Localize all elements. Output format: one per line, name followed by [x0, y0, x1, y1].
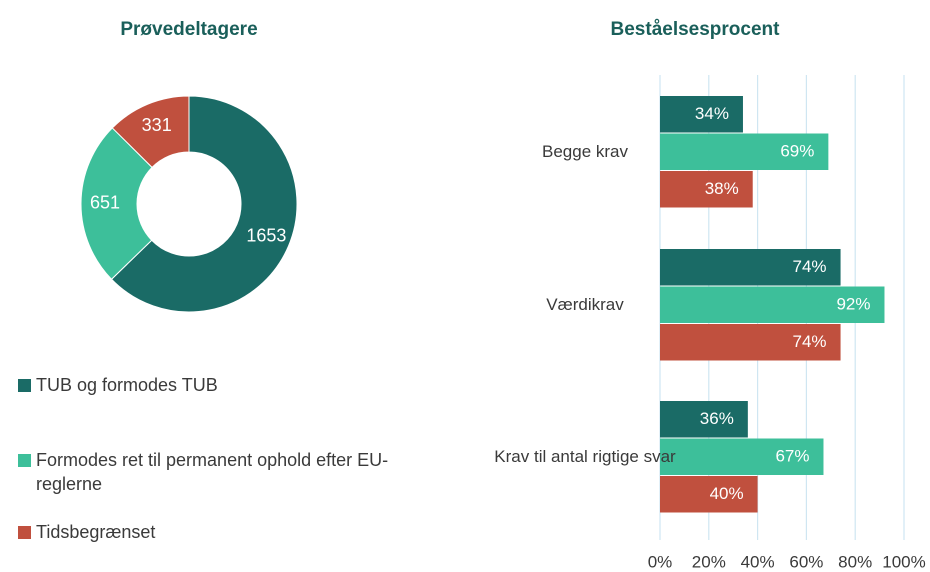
category-label: Værdikrav — [546, 295, 624, 315]
value-label: 67% — [775, 447, 809, 466]
bar — [660, 96, 743, 133]
legend-item: Tidsbegrænset — [18, 520, 416, 544]
x-tick-label: 60% — [789, 552, 823, 571]
slice-label: 1653 — [246, 225, 286, 245]
category-label: Krav til antal rigtige svar — [494, 447, 676, 467]
x-tick-label: 0% — [648, 552, 673, 571]
legend-item: TUB og formodes TUB — [18, 373, 416, 397]
value-label: 34% — [695, 104, 729, 123]
bar — [660, 324, 841, 361]
legend-swatch — [18, 454, 31, 467]
donut-slice — [80, 127, 153, 280]
legend-swatch — [18, 526, 31, 539]
value-label: 92% — [836, 295, 870, 314]
x-tick-label: 80% — [838, 552, 872, 571]
donut-slice — [110, 95, 298, 313]
value-label: 69% — [780, 142, 814, 161]
bar — [660, 286, 885, 323]
x-tick-label: 20% — [692, 552, 726, 571]
legend-label: Tidsbegrænset — [36, 522, 156, 542]
value-label: 40% — [710, 484, 744, 503]
value-label: 74% — [793, 257, 827, 276]
bar — [660, 249, 841, 286]
bar — [660, 133, 829, 170]
donut-title: Prøvedeltagere — [120, 19, 257, 40]
donut-slice — [111, 95, 190, 169]
value-label: 74% — [793, 332, 827, 351]
x-tick-label: 40% — [741, 552, 775, 571]
legend-swatch — [18, 379, 31, 392]
bar — [660, 476, 758, 513]
slice-label: 651 — [90, 192, 120, 212]
value-label: 38% — [705, 179, 739, 198]
legend-label: Formodes ret til permanent ophold efter … — [36, 450, 389, 494]
x-tick-label: 100% — [882, 552, 925, 571]
category-label: Begge krav — [542, 142, 628, 162]
bar — [660, 401, 748, 438]
legend-label: TUB og formodes TUB — [36, 375, 218, 395]
bar — [660, 438, 824, 475]
bar-title: Beståelsesprocent — [611, 19, 781, 40]
slice-label: 331 — [142, 115, 172, 135]
legend-item: Formodes ret til permanent ophold efter … — [18, 448, 416, 496]
bar — [660, 171, 753, 208]
value-label: 36% — [700, 409, 734, 428]
